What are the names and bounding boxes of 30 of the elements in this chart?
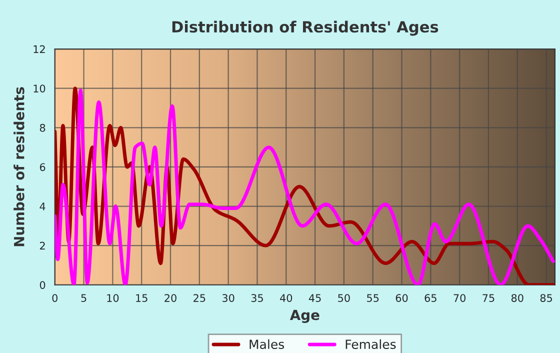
x-tick-label: 45 (308, 294, 321, 302)
y-tick-label: 2 (40, 242, 45, 250)
x-tick-label: 55 (367, 294, 379, 302)
x-tick-label: 5 (81, 294, 86, 302)
chart-title: Distribution of Residents' Ages (172, 20, 438, 36)
x-tick-label: 65 (424, 294, 436, 302)
x-tick-label: 20 (164, 294, 176, 302)
legend-label: Females (346, 339, 396, 350)
y-axis-title: Number of residents (14, 87, 24, 246)
x-tick-label: 25 (194, 294, 206, 302)
x-tick-label: 35 (251, 294, 263, 302)
x-axis-title: Age (290, 310, 320, 323)
x-tick-label: 80 (511, 294, 524, 302)
y-tick-label: 4 (40, 202, 46, 210)
y-tick-label: 10 (34, 84, 46, 92)
y-tick-label: 12 (34, 45, 45, 54)
y-tick-label: 6 (40, 163, 46, 172)
x-tick-label: 85 (540, 294, 552, 302)
x-tick-label: 50 (338, 294, 350, 302)
y-tick-label: 8 (40, 124, 46, 132)
x-tick-label: 10 (107, 294, 119, 302)
legend-label: Males (250, 339, 284, 350)
x-tick-label: 15 (136, 294, 148, 302)
x-tick-label: 70 (454, 294, 466, 302)
x-tick-label: 75 (482, 294, 494, 302)
x-tick-label: 40 (280, 294, 292, 302)
x-tick-label: 60 (396, 294, 408, 302)
x-tick-label: 0 (52, 294, 58, 302)
y-tick-label: 0 (40, 281, 46, 289)
x-tick-label: 30 (222, 294, 234, 302)
